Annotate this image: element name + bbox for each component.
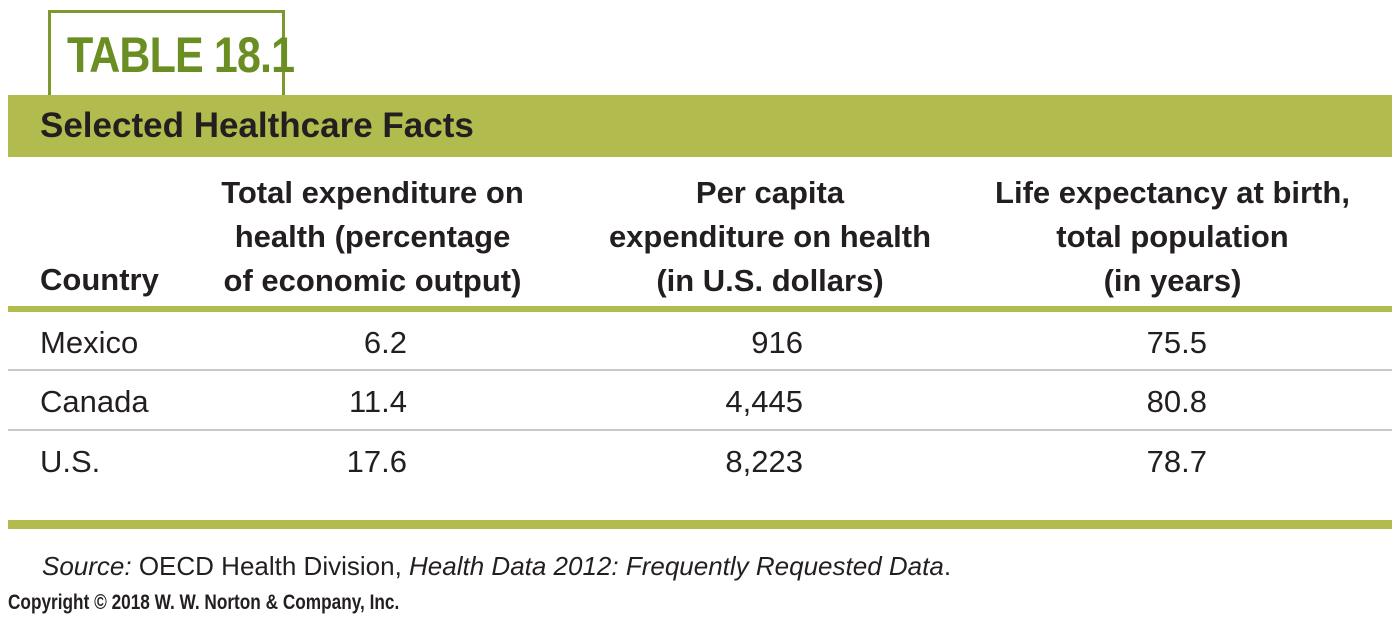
table-row: Mexico 6.2 916 75.5: [0, 313, 1400, 373]
source-publication: Health Data 2012: Frequently Requested D…: [409, 551, 944, 581]
column-header-line: of economic output): [223, 263, 522, 298]
table-title: Selected Healthcare Facts: [40, 106, 474, 145]
source-end: .: [943, 551, 952, 581]
cell-country: Canada: [40, 384, 149, 419]
row-divider: [8, 429, 1392, 431]
source-org: OECD Health Division,: [131, 551, 410, 581]
column-header-line: health (percentage: [234, 219, 511, 254]
cell-country: Mexico: [40, 325, 139, 360]
cell-total-expenditure: 6.2: [363, 325, 407, 360]
cell-per-capita: 8,223: [725, 444, 803, 479]
table-row: Canada 11.4 4,445 80.8: [0, 372, 1400, 432]
column-header-line: expenditure on health: [608, 219, 932, 254]
column-header-line: Per capita: [695, 175, 845, 210]
source-label: Source:: [42, 551, 132, 581]
header-rule: [8, 306, 1392, 312]
cell-per-capita: 4,445: [725, 384, 803, 419]
column-header-line: Country: [40, 262, 159, 297]
cell-life-expectancy: 78.7: [1146, 444, 1207, 479]
table-row: U.S. 17.6 8,223 78.7: [0, 432, 1400, 492]
copyright-notice: Copyright © 2018 W. W. Norton & Company,…: [8, 591, 400, 614]
column-header-line: Life expectancy at birth,: [995, 175, 1350, 210]
cell-total-expenditure: 11.4: [348, 384, 407, 419]
column-header-line: (in years): [1103, 263, 1242, 298]
column-header-line: Total expenditure on: [221, 175, 524, 210]
column-header-life-expectancy: Life expectancy at birth, total populati…: [980, 171, 1365, 303]
title-bar: Selected Healthcare Facts: [8, 95, 1392, 157]
footer-rule: [8, 520, 1392, 529]
cell-country: U.S.: [40, 444, 101, 479]
source-note: Source: OECD Health Division, Health Dat…: [42, 549, 951, 583]
column-header-line: total population: [1056, 219, 1289, 254]
column-header-per-capita: Per capita expenditure on health (in U.S…: [600, 171, 940, 303]
column-header-line: (in U.S. dollars): [656, 263, 884, 298]
column-header-total-expenditure: Total expenditure on health (percentage …: [200, 171, 545, 303]
table-label: TABLE 18.1: [67, 27, 295, 83]
cell-total-expenditure: 17.6: [346, 444, 407, 479]
cell-life-expectancy: 80.8: [1146, 384, 1207, 419]
row-divider: [8, 369, 1392, 371]
cell-per-capita: 916: [751, 325, 803, 360]
table-label-box: TABLE 18.1: [48, 10, 295, 98]
column-header-country: Country: [40, 258, 159, 302]
cell-life-expectancy: 75.5: [1146, 325, 1207, 360]
